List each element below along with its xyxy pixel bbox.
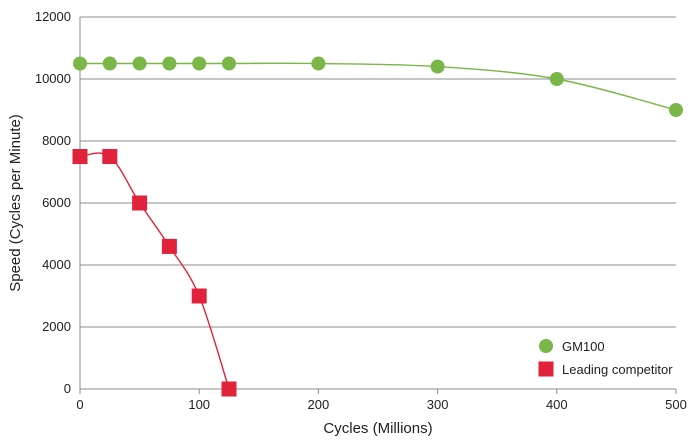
data-point-gm100 — [430, 59, 445, 74]
y-tick-label: 0 — [64, 381, 71, 396]
x-axis-title: Cycles (Millions) — [323, 420, 432, 437]
y-tick-label: 4000 — [42, 257, 71, 272]
x-tick-label: 400 — [546, 397, 568, 412]
x-tick-label: 100 — [188, 397, 210, 412]
x-tick-label: 500 — [665, 397, 687, 412]
data-point-gm100 — [192, 56, 207, 71]
legend: GM100 Leading competitor — [538, 339, 673, 377]
legend-swatch-leading-competitor — [538, 361, 554, 377]
data-point-gm100 — [132, 56, 147, 71]
legend-label-gm100: GM100 — [562, 339, 605, 354]
data-point-gm100 — [162, 56, 177, 71]
y-tick-label: 2000 — [42, 319, 71, 334]
x-tick-label: 200 — [308, 397, 330, 412]
x-tick-label: 300 — [427, 397, 449, 412]
x-tick-labels: 0 100 200 300 400 500 — [76, 397, 686, 412]
grid-lines — [80, 16, 676, 328]
data-point-gm100 — [311, 56, 326, 71]
series-line-leading-competitor — [79, 152, 230, 390]
data-point-leading-competitor — [221, 381, 237, 397]
y-axis-title: Speed (Cycles per Minute) — [7, 114, 24, 292]
data-point-gm100 — [549, 72, 564, 86]
data-point-gm100 — [669, 103, 683, 117]
series-markers — [72, 56, 683, 397]
x-tick-label: 0 — [76, 397, 83, 412]
data-point-leading-competitor — [191, 288, 207, 304]
y-tick-label: 8000 — [42, 133, 71, 148]
y-tick-label: 12000 — [35, 9, 71, 24]
legend-swatch-gm100 — [539, 339, 553, 353]
legend-label-leading-competitor: Leading competitor — [562, 362, 673, 377]
y-tick-label: 6000 — [42, 195, 71, 210]
y-tick-labels: 0 2000 4000 6000 8000 10000 12000 — [35, 9, 71, 396]
data-point-leading-competitor — [102, 149, 118, 164]
axes — [79, 17, 677, 394]
data-point-leading-competitor — [161, 238, 177, 254]
data-point-gm100 — [102, 56, 117, 71]
data-point-leading-competitor — [72, 149, 88, 164]
data-point-gm100 — [222, 56, 236, 71]
y-tick-label: 10000 — [35, 71, 71, 86]
data-point-leading-competitor — [132, 195, 148, 211]
data-point-gm100 — [73, 56, 87, 71]
